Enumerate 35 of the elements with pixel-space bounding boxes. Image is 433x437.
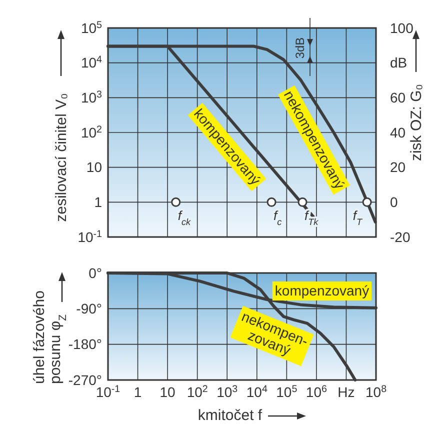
annotation: 3dB [293, 37, 307, 59]
y2-tick-label: 100 [390, 20, 414, 36]
y-tick-label: 10$^{-1}$ [78, 228, 102, 245]
annotation: f$_{c}$ [274, 208, 282, 228]
y-tick-label: 10$^{3}$ [80, 89, 103, 106]
y-tick-label: -180° [68, 336, 102, 352]
y-tick-label: -270° [68, 372, 102, 388]
series-label: kompenzovaný [274, 282, 370, 298]
y2-axis-title: zisk OZ: G₀ [408, 84, 425, 162]
y-tick-label: 1 [94, 194, 102, 210]
y-tick-label: 10$^{4}$ [80, 54, 103, 71]
y2-tick-label: 60 [390, 90, 406, 106]
x-tick-label: 10$^{8}$ [365, 384, 388, 400]
annotation: f$_{ck}$ [178, 208, 192, 228]
x-tick-label: 10$^{6}$ [306, 384, 328, 400]
annotation: f$_{T}$ [352, 208, 364, 228]
x-tick-label: 1 [134, 384, 142, 400]
x-axis-title: kmitočet f [198, 407, 263, 424]
y2-tick-label: dB [390, 54, 408, 71]
y-tick-label: 10$^{2}$ [80, 124, 102, 140]
x-tick-label: Hz [338, 384, 355, 400]
y-tick-label: 10$^{5}$ [80, 19, 103, 36]
x-tick-label: 10$^{4}$ [246, 384, 268, 400]
y-tick-label: 0° [88, 264, 102, 281]
x-tick-label: 10 [160, 384, 176, 400]
y-axis-title: zesilovací činitel V₀ [53, 93, 70, 222]
x-tick-label: 10$^{5}$ [276, 384, 298, 400]
x-tick-label: 10$^{3}$ [216, 384, 238, 400]
y2-tick-label: 0 [390, 194, 398, 210]
y-tick-label: 10 [86, 159, 102, 176]
y2-tick-label: 40 [390, 124, 406, 140]
x-tick-label: 10$^{2}$ [186, 384, 208, 400]
y2-tick-label: -20 [390, 228, 410, 245]
y2-tick-label: 20 [390, 159, 406, 176]
y-tick-label: -90° [76, 300, 102, 317]
